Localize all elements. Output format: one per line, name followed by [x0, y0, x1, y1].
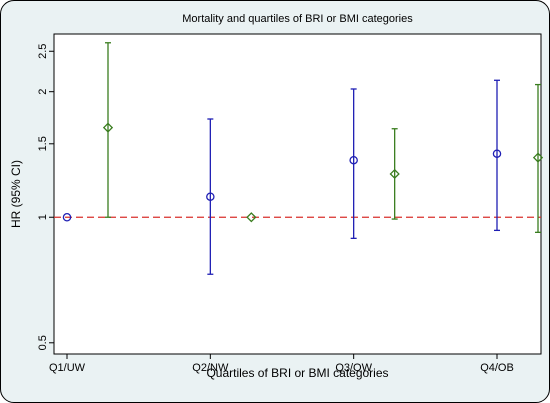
y-tick-label: 2 [37, 89, 49, 95]
y-tick-label: 1.5 [37, 136, 49, 151]
x-axis-ticks: Q1/UW Q2/NW Q3/OW Q4/OB [49, 354, 514, 374]
chart-marks [62, 42, 544, 275]
y-tick-label: 0.5 [37, 335, 49, 350]
hr-point-diamond [532, 152, 544, 163]
x-tick-label: Q1/UW [49, 362, 86, 374]
hr-point-diamond [389, 168, 400, 180]
hr-point-circle [62, 212, 72, 222]
y-tick-label: 1 [37, 214, 49, 220]
hr-point-circle [349, 155, 358, 165]
chart-title: Mortality and quartiles of BRI or BMI ca… [182, 13, 413, 25]
plot-area [53, 33, 542, 355]
hr-point-diamond [102, 122, 114, 133]
x-tick-label: Q2/NW [192, 362, 229, 374]
x-tick-label: Q4/OB [480, 362, 514, 374]
hr-point-circle [206, 192, 215, 201]
x-axis-label: Quartiles of BRI or BMI categories [206, 366, 388, 380]
y-axis-label: HR (95% CI) [9, 160, 23, 228]
hr-point-diamond [246, 212, 257, 223]
y-axis-ticks: 0.5 1 1.5 2 2.5 [37, 44, 54, 350]
x-tick-label: Q3/OW [335, 362, 372, 374]
y-tick-label: 2.5 [37, 44, 49, 59]
hr-point-circle [492, 149, 502, 158]
